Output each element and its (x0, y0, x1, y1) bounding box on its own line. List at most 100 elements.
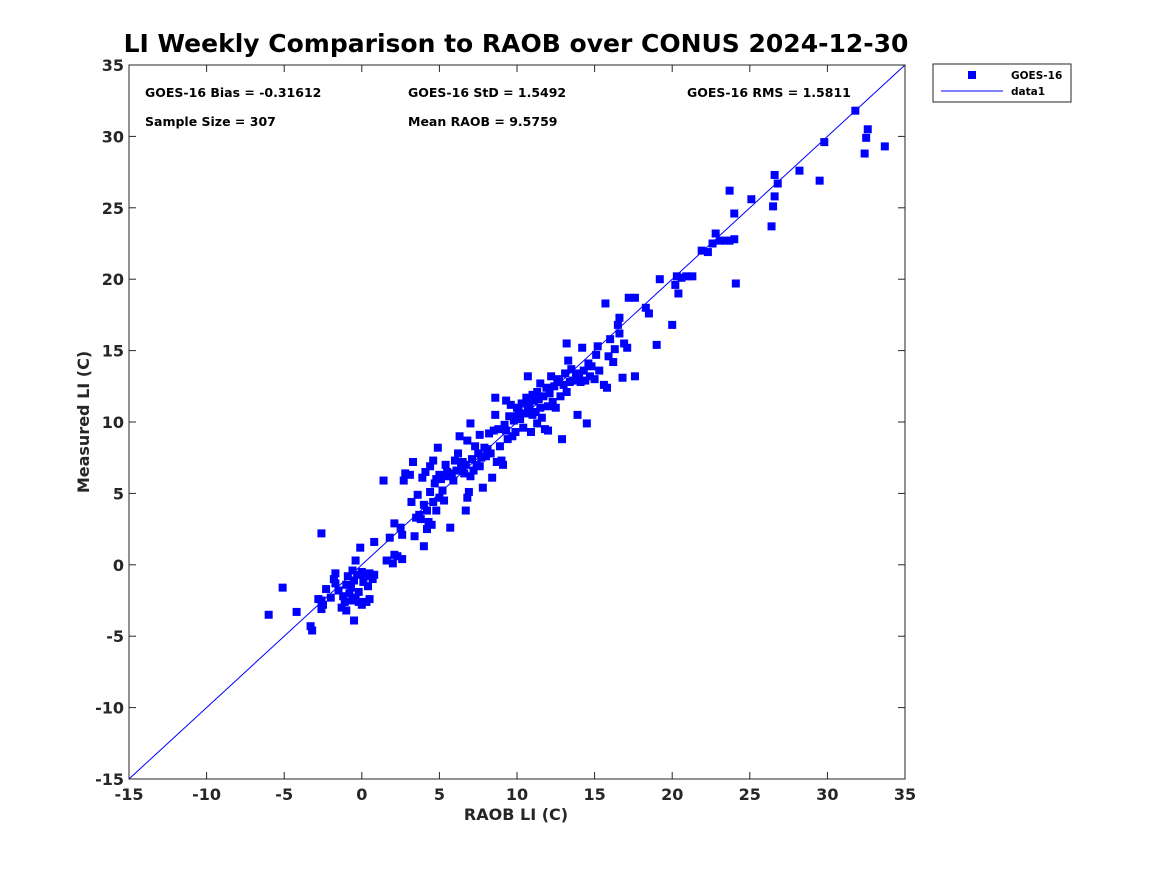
data-point (351, 556, 360, 565)
data-point (725, 236, 734, 245)
data-point (528, 390, 537, 399)
data-point (531, 408, 540, 417)
data-point (767, 222, 776, 231)
data-point (426, 487, 435, 496)
data-point (509, 416, 518, 425)
data-point (523, 372, 532, 381)
data-point (506, 400, 515, 409)
data-point (536, 379, 545, 388)
data-point (422, 525, 431, 534)
data-point (533, 388, 542, 397)
y-tick-label: 35 (102, 56, 124, 75)
data-point (595, 366, 604, 375)
data-point (443, 467, 452, 476)
x-axis: -15 -10 -5 0 5 10 15 20 25 30 35 (115, 65, 916, 804)
y-tick-label: 0 (113, 556, 124, 575)
data-point (770, 170, 779, 179)
data-point (573, 410, 582, 419)
data-point (357, 600, 366, 609)
data-point (317, 529, 326, 538)
data-point (457, 462, 466, 471)
data-point (342, 606, 351, 615)
data-point (359, 577, 368, 586)
stat-bias: GOES-16 Bias = -0.31612 (145, 85, 321, 100)
data-point (432, 475, 441, 484)
y-tick-label: 15 (102, 342, 124, 361)
data-point (278, 583, 287, 592)
y-tick-label: 25 (102, 199, 124, 218)
data-point (430, 479, 439, 488)
x-tick-label: 5 (434, 785, 445, 804)
data-point (582, 419, 591, 428)
data-point (432, 506, 441, 515)
data-point (390, 519, 399, 528)
data-point (730, 209, 739, 218)
data-point (427, 520, 436, 529)
data-point (545, 389, 554, 398)
data-point (353, 570, 362, 579)
data-point (624, 293, 633, 302)
plot-area (128, 64, 906, 780)
data-point (466, 419, 475, 428)
data-point (322, 585, 331, 594)
legend-label-goes16: GOES-16 (1011, 70, 1062, 82)
data-point (578, 343, 587, 352)
data-point (644, 309, 653, 318)
data-point (339, 592, 348, 601)
data-point (350, 616, 359, 625)
data-point (365, 569, 374, 578)
y-axis-label: Measured LI (C) (74, 351, 93, 493)
stat-rms: GOES-16 RMS = 1.5811 (687, 85, 851, 100)
data-point (485, 429, 494, 438)
data-point (620, 339, 629, 348)
y-tick-label: 20 (102, 270, 124, 289)
data-point (492, 457, 501, 466)
data-point (674, 289, 683, 298)
stat-std: GOES-16 StD = 1.5492 (408, 85, 566, 100)
data-point (576, 378, 585, 387)
data-point (342, 580, 351, 589)
data-point (308, 626, 317, 635)
data-point (450, 456, 459, 465)
data-point (337, 603, 346, 612)
data-point (548, 398, 557, 407)
chart-title: LI Weekly Comparison to RAOB over CONUS … (124, 29, 909, 58)
data-point (655, 275, 664, 284)
data-point (520, 409, 529, 418)
data-point (581, 376, 590, 385)
data-point (461, 460, 470, 469)
data-point (466, 472, 475, 481)
data-point (609, 358, 618, 367)
data-point (326, 593, 335, 602)
data-point (672, 272, 681, 281)
data-point (604, 352, 613, 361)
data-point (436, 475, 445, 484)
data-point (446, 523, 455, 532)
data-point (517, 399, 526, 408)
data-point (571, 369, 580, 378)
data-point (350, 576, 359, 585)
data-point (536, 403, 545, 412)
data-point (329, 575, 338, 584)
data-point (610, 345, 619, 354)
data-point (522, 393, 531, 402)
data-point (730, 235, 739, 244)
data-point (306, 622, 315, 631)
data-point (370, 537, 379, 546)
x-tick-label: 30 (816, 785, 838, 804)
data-point (668, 320, 677, 329)
data-point (601, 299, 610, 308)
data-point (426, 462, 435, 471)
data-point (652, 340, 661, 349)
data-point (460, 469, 469, 478)
data-point (511, 427, 520, 436)
data-point (590, 375, 599, 384)
data-point (523, 405, 532, 414)
data-point (554, 375, 563, 384)
data-point (711, 229, 720, 238)
data-point (469, 466, 478, 475)
data-point (348, 566, 357, 575)
y-tick-label: -5 (106, 627, 124, 646)
data-point (863, 125, 872, 134)
